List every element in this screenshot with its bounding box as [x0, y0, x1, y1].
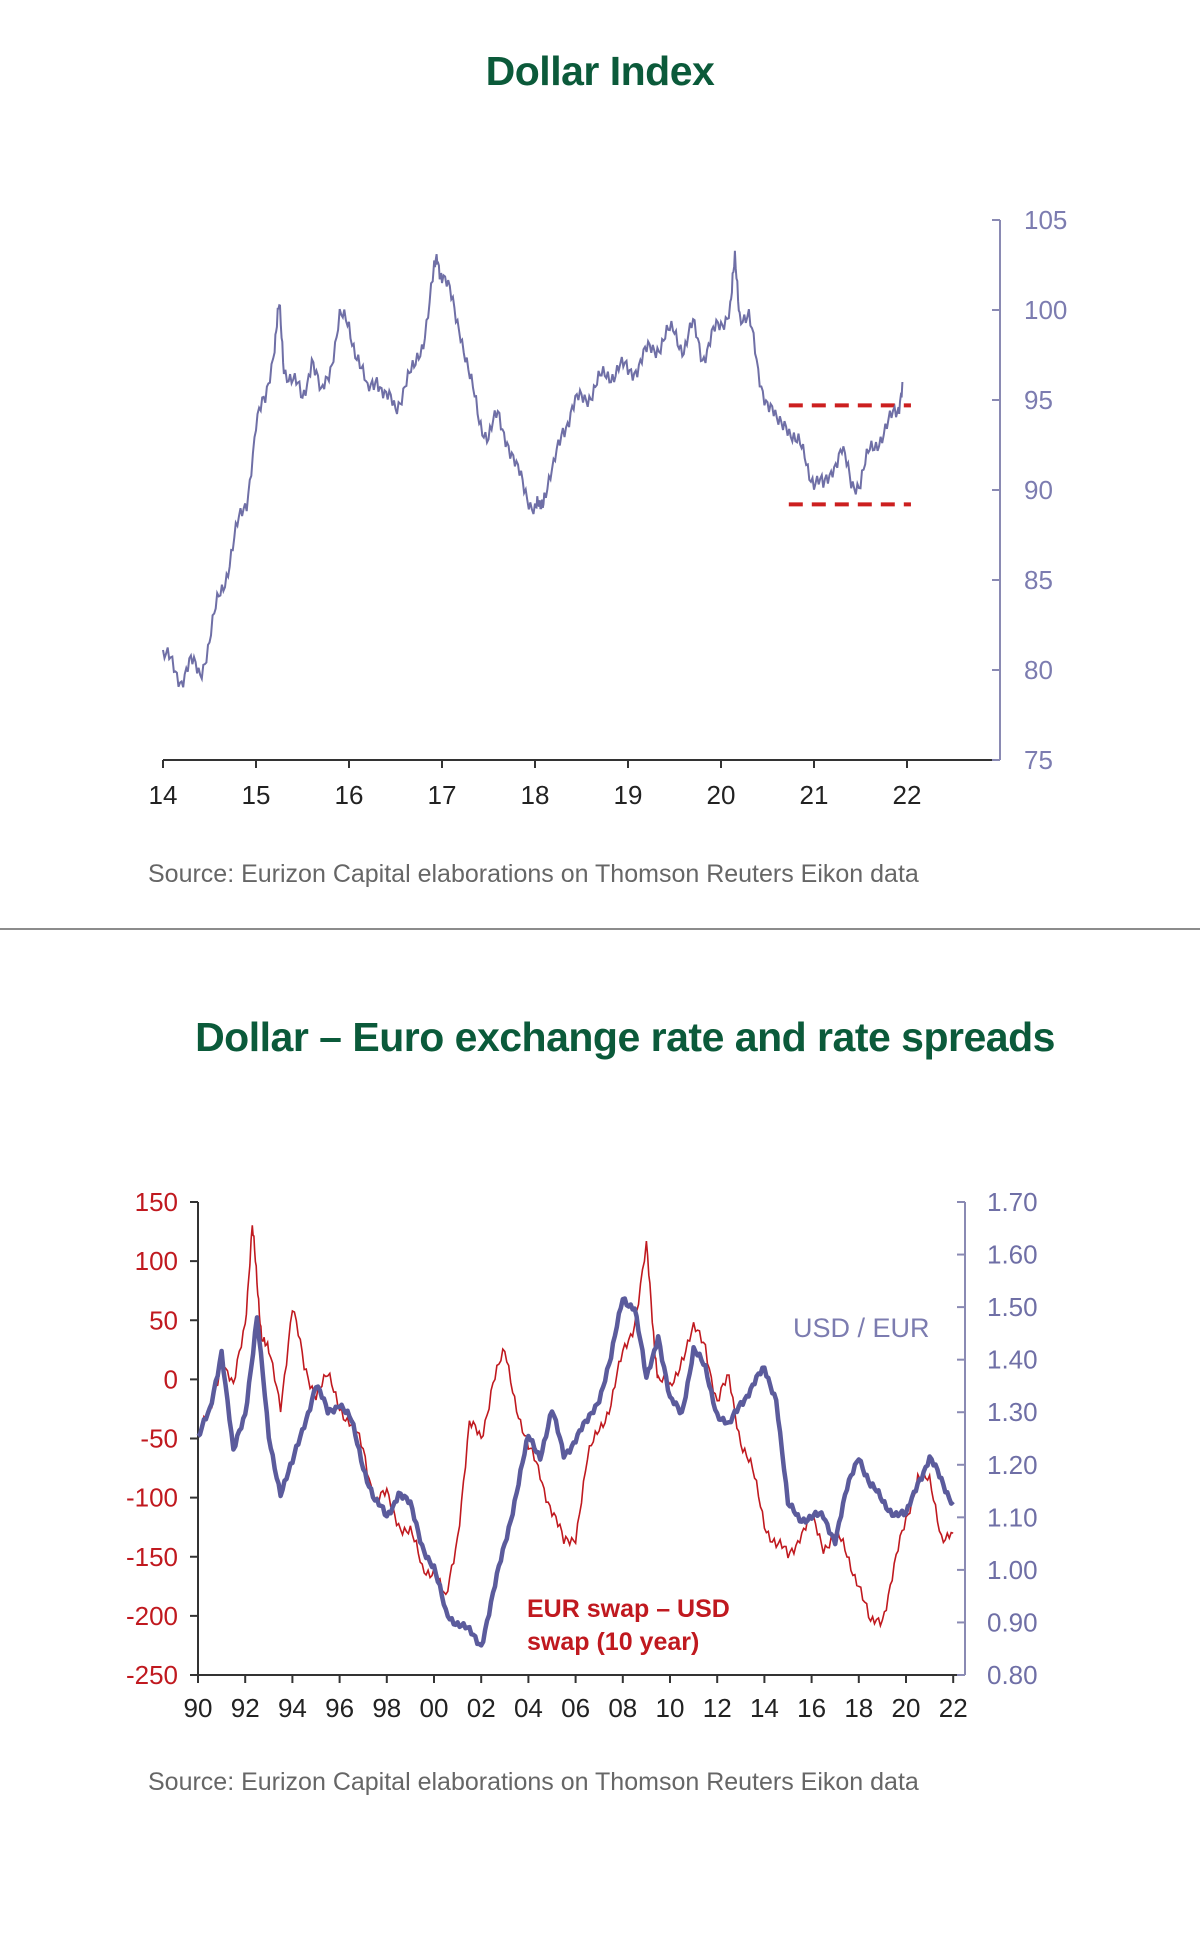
x-tick-label: 94	[278, 1693, 307, 1723]
left-y-tick-label: -100	[126, 1483, 178, 1513]
x-tick-label: 12	[703, 1693, 732, 1723]
y-tick-label: 90	[1024, 475, 1053, 505]
right-y-tick-label: 1.50	[987, 1292, 1038, 1322]
x-tick-label: 18	[521, 780, 550, 810]
right-y-tick-label: 1.40	[987, 1345, 1038, 1375]
x-tick-label: 20	[707, 780, 736, 810]
y-tick-label: 95	[1024, 385, 1053, 415]
left-y-tick-label: -150	[126, 1542, 178, 1572]
y-tick-label: 85	[1024, 565, 1053, 595]
series-line-eur-usd-swap-spread	[197, 1225, 954, 1629]
right-y-tick-label: 1.30	[987, 1397, 1038, 1427]
x-tick-label: 22	[939, 1693, 968, 1723]
x-tick-label: 19	[614, 780, 643, 810]
y-tick-label: 80	[1024, 655, 1053, 685]
right-y-tick-label: 1.60	[987, 1240, 1038, 1270]
x-tick-label: 17	[428, 780, 457, 810]
left-y-tick-label: -250	[126, 1660, 178, 1690]
x-tick-label: 06	[561, 1693, 590, 1723]
x-tick-label: 16	[797, 1693, 826, 1723]
right-y-tick-label: 1.20	[987, 1450, 1038, 1480]
x-tick-label: 92	[231, 1693, 260, 1723]
chart-dollar-euro: 90 92 94 96 98 00 02 04 06 08 10 12 14 16 18 20 22 -250 -2…	[126, 1187, 1038, 1723]
series-label-usd-eur: USD / EUR	[793, 1313, 930, 1343]
y-tick-label: 75	[1024, 745, 1053, 775]
x-tick-label: 21	[800, 780, 829, 810]
source-note-dollar-index: Source: Eurizon Capital elaborations on …	[148, 860, 919, 888]
x-tick-label: 14	[149, 780, 178, 810]
x-tick-label: 96	[325, 1693, 354, 1723]
x-tick-label: 18	[844, 1693, 873, 1723]
x-tick-label: 98	[372, 1693, 401, 1723]
left-y-tick-label: 100	[135, 1246, 178, 1276]
x-tick-label: 14	[750, 1693, 779, 1723]
series-line-usd-eur	[196, 1296, 955, 1648]
y-tick-label: 100	[1024, 295, 1067, 325]
x-tick-label: 22	[893, 780, 922, 810]
x-tick-label: 90	[184, 1693, 213, 1723]
left-y-tick-label: 0	[164, 1364, 178, 1394]
chart-title-dollar-index: Dollar Index	[485, 48, 715, 94]
y-tick-label: 105	[1024, 205, 1067, 235]
right-y-tick-label: 0.90	[987, 1607, 1038, 1637]
series-label-swap-line1: EUR swap – USD	[527, 1595, 730, 1623]
left-y-tick-label: 50	[149, 1305, 178, 1335]
x-tick-label: 15	[242, 780, 271, 810]
right-y-tick-label: 1.70	[987, 1187, 1038, 1217]
left-y-tick-label: -50	[140, 1424, 178, 1454]
x-tick-label: 20	[892, 1693, 921, 1723]
chart-dollar-index: 14 15 16 17 18 19 20 21 22 75 80 85 90 95 100 105	[149, 205, 1068, 810]
section-divider	[0, 928, 1200, 930]
x-tick-label: 00	[420, 1693, 449, 1723]
x-tick-label: 02	[467, 1693, 496, 1723]
chart-title-dollar-euro: Dollar – Euro exchange rate and rate spr…	[195, 1014, 1055, 1060]
series-line-dollar-index	[162, 250, 904, 688]
right-y-tick-label: 1.10	[987, 1502, 1038, 1532]
left-y-tick-label: -200	[126, 1601, 178, 1631]
x-tick-label: 04	[514, 1693, 543, 1723]
series-label-swap-line2: swap (10 year)	[527, 1628, 699, 1656]
source-note-dollar-euro: Source: Eurizon Capital elaborations on …	[148, 1768, 919, 1796]
right-y-tick-label: 0.80	[987, 1660, 1038, 1690]
x-tick-label: 16	[335, 780, 364, 810]
x-tick-label: 08	[608, 1693, 637, 1723]
x-tick-label: 10	[656, 1693, 685, 1723]
left-y-tick-label: 150	[135, 1187, 178, 1217]
right-y-tick-label: 1.00	[987, 1555, 1038, 1585]
